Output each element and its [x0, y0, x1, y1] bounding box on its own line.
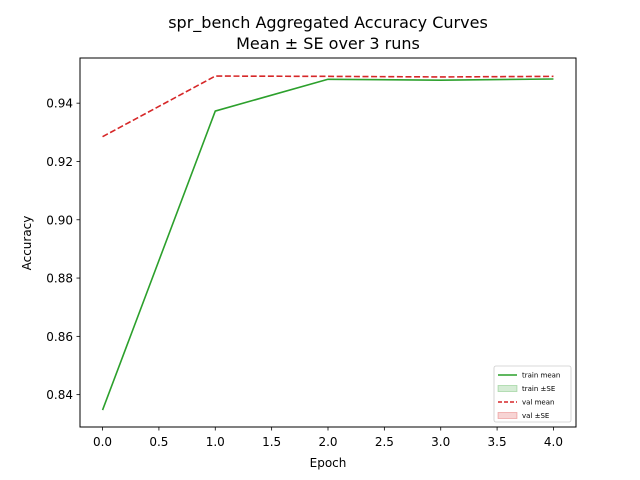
- train-mean-line: [101, 78, 554, 411]
- legend-val-mean-label: val mean: [522, 399, 554, 407]
- y-tick-label: 0.92: [46, 155, 73, 169]
- legend-val-se-label: val ±SE: [522, 412, 549, 420]
- y-axis-label: Accuracy: [20, 216, 34, 271]
- x-axis-label: Epoch: [310, 456, 347, 470]
- x-tick-label: 3.5: [488, 435, 507, 449]
- x-tick-label: 0.5: [149, 435, 168, 449]
- y-tick-label: 0.90: [46, 213, 73, 227]
- x-tick-label: 2.0: [318, 435, 337, 449]
- x-tick-label: 3.0: [431, 435, 450, 449]
- x-axis-ticks: 0.0 0.5 1.0 1.5 2.0 2.5 3.0 3.5 4.0: [93, 427, 563, 449]
- y-tick-label: 0.84: [46, 388, 73, 402]
- y-tick-label: 0.88: [46, 272, 73, 286]
- legend-box: [493, 365, 572, 423]
- legend-val-se-swatch: [497, 412, 518, 419]
- legend-train-se-label: train ±SE: [522, 385, 555, 393]
- x-tick-label: 4.0: [544, 435, 563, 449]
- val-mean-line: [102, 75, 554, 138]
- y-tick-label: 0.86: [46, 330, 73, 344]
- chart-subtitle: Mean ± SE over 3 runs: [236, 34, 420, 53]
- y-tick-label: 0.94: [46, 97, 73, 111]
- chart-title: spr_bench Aggregated Accuracy Curves: [168, 13, 488, 33]
- series-layer: [101, 75, 554, 411]
- legend-train-se-swatch: [497, 385, 518, 392]
- x-tick-label: 1.0: [206, 435, 225, 449]
- x-tick-label: 2.5: [375, 435, 394, 449]
- plot-frame: [79, 57, 577, 428]
- y-axis-ticks: 0.84 0.86 0.88 0.90 0.92 0.94: [46, 97, 80, 402]
- x-tick-label: 1.5: [262, 435, 281, 449]
- legend-train-mean-label: train mean: [522, 372, 560, 380]
- legend: train mean train ±SE val mean val ±SE: [493, 365, 572, 423]
- x-tick-label: 0.0: [93, 435, 112, 449]
